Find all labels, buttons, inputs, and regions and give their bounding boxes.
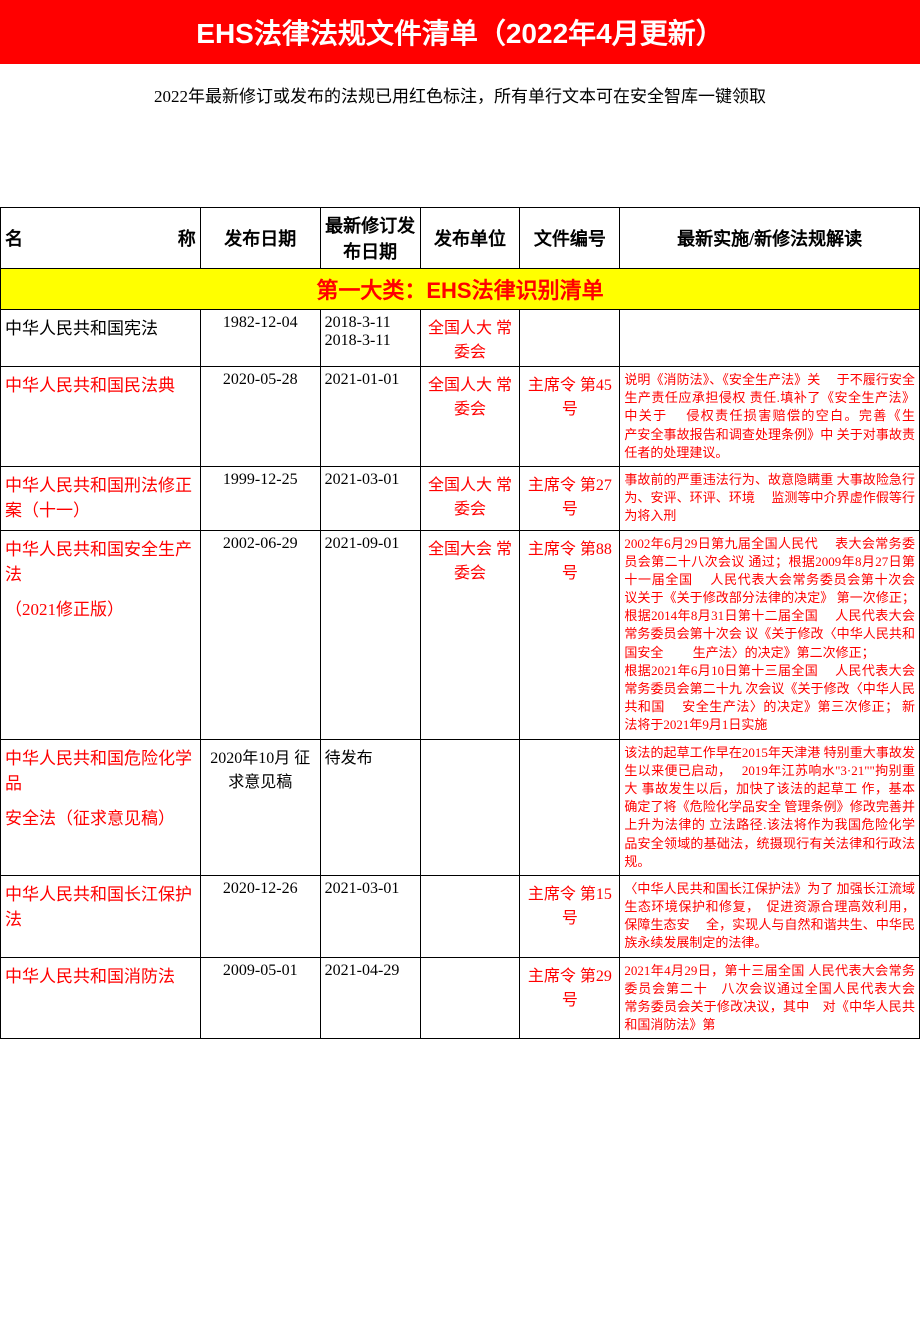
col-revdate: 最新修订发布日期 (320, 208, 420, 269)
category-title: 第一大类：EHS法律识别清单 (1, 269, 920, 310)
cell-revdate: 2018-3-112018-3-11 (320, 310, 420, 367)
cell-pubdate: 1999-12-25 (200, 466, 320, 530)
cell-name: 中华人民共和国危险化学品 安全法（征求意见稿） (1, 739, 201, 875)
cell-issuer: 全国人大 常委会 (420, 310, 520, 367)
cell-notes: 说明《消防法》、《安全生产法》关 于不履行安全生产责任应承担侵权 责任.填补了《… (620, 367, 920, 467)
cell-docnum: 主席令 第15号 (520, 875, 620, 957)
col-issuer: 发布单位 (420, 208, 520, 269)
cell-notes (620, 310, 920, 367)
cell-name: 中华人民共和国长江保护法 (1, 875, 201, 957)
cell-name: 中华人民共和国安全生产法 （2021修正版） (1, 530, 201, 739)
table-row: 中华人民共和国消防法 2009-05-01 2021-04-29 主席令 第29… (1, 957, 920, 1039)
cell-revdate: 2021-04-29 (320, 957, 420, 1039)
cell-docnum (520, 310, 620, 367)
table-header-row: 名 称 发布日期 最新修订发布日期 发布单位 文件编号 最新实施/新修法规解读 (1, 208, 920, 269)
cell-pubdate: 2002-06-29 (200, 530, 320, 739)
cell-revdate: 待发布 (320, 739, 420, 875)
col-name: 名 称 (1, 208, 201, 269)
cell-docnum: 主席令 第27号 (520, 466, 620, 530)
cell-docnum (520, 739, 620, 875)
col-pubdate: 发布日期 (200, 208, 320, 269)
cell-issuer (420, 875, 520, 957)
cell-revdate: 2021-09-01 (320, 530, 420, 739)
cell-pubdate: 2009-05-01 (200, 957, 320, 1039)
cell-issuer: 全国大会 常委会 (420, 530, 520, 739)
cell-pubdate: 2020年10月 征求意见稿 (200, 739, 320, 875)
cell-name: 中华人民共和国民法典 (1, 367, 201, 467)
table-row: 中华人民共和国长江保护法 2020-12-26 2021-03-01 主席令 第… (1, 875, 920, 957)
cell-notes: 2002年6月29日第九届全国人民代 表大会常务委员会第二十八次会议 通过；根据… (620, 530, 920, 739)
table-row: 中华人民共和国宪法 1982-12-04 2018-3-112018-3-11 … (1, 310, 920, 367)
cell-issuer: 全国人大 常委会 (420, 367, 520, 467)
cell-name: 中华人民共和国刑法修正案（十一） (1, 466, 201, 530)
cell-name: 中华人民共和国消防法 (1, 957, 201, 1039)
cell-revdate: 2021-03-01 (320, 466, 420, 530)
cell-name: 中华人民共和国宪法 (1, 310, 201, 367)
table-row: 中华人民共和国民法典 2020-05-28 2021-01-01 全国人大 常委… (1, 367, 920, 467)
cell-issuer: 全国人大 常委会 (420, 466, 520, 530)
cell-revdate: 2021-03-01 (320, 875, 420, 957)
cell-notes: 事故前的严重违法行为、故意隐瞒重 大事故险急行为、安评、环评、环境 监测等中介界… (620, 466, 920, 530)
page-subtitle: 2022年最新修订或发布的法规已用红色标注，所有单行文本可在安全智库一键领取 (0, 64, 920, 207)
cell-docnum: 主席令 第88号 (520, 530, 620, 739)
category-row-1: 第一大类：EHS法律识别清单 (1, 269, 920, 310)
cell-issuer (420, 957, 520, 1039)
cell-notes: 该法的起草工作早在2015年天津港 特别重大事故发生以来便已启动， 2019年江… (620, 739, 920, 875)
cell-pubdate: 1982-12-04 (200, 310, 320, 367)
cell-issuer (420, 739, 520, 875)
cell-docnum: 主席令 第45号 (520, 367, 620, 467)
cell-notes: 2021年4月29日，第十三届全国 人民代表大会常务委员会第二十 八次会议通过全… (620, 957, 920, 1039)
cell-revdate: 2021-01-01 (320, 367, 420, 467)
law-name-line2: 安全法（征求意见稿） (5, 804, 196, 829)
col-notes: 最新实施/新修法规解读 (620, 208, 920, 269)
col-docnum: 文件编号 (520, 208, 620, 269)
cell-docnum: 主席令 第29号 (520, 957, 620, 1039)
law-name-line1: 中华人民共和国危险化学品 (5, 749, 192, 793)
cell-pubdate: 2020-12-26 (200, 875, 320, 957)
table-row: 中华人民共和国安全生产法 （2021修正版） 2002-06-29 2021-0… (1, 530, 920, 739)
law-name-line1: 中华人民共和国安全生产法 (5, 540, 192, 584)
page-banner: EHS法律法规文件清单（2022年4月更新） (0, 0, 920, 64)
cell-pubdate: 2020-05-28 (200, 367, 320, 467)
table-row: 中华人民共和国危险化学品 安全法（征求意见稿） 2020年10月 征求意见稿 待… (1, 739, 920, 875)
cell-notes: 〈中华人民共和国长江保护法》为了 加强长江流域生态环境保护和修复， 促进资源合理… (620, 875, 920, 957)
laws-table: 名 称 发布日期 最新修订发布日期 发布单位 文件编号 最新实施/新修法规解读 … (0, 207, 920, 1039)
law-name-line2: （2021修正版） (5, 595, 196, 620)
table-row: 中华人民共和国刑法修正案（十一） 1999-12-25 2021-03-01 全… (1, 466, 920, 530)
